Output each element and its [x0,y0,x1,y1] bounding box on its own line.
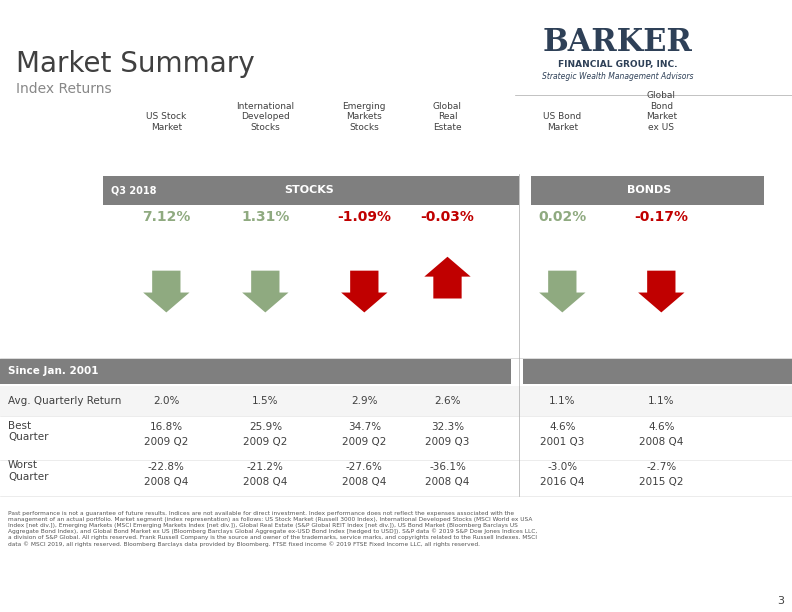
Text: 34.7%: 34.7% [348,422,381,432]
Text: -2.7%: -2.7% [646,462,676,472]
Text: 2.6%: 2.6% [434,396,461,406]
Text: 32.3%: 32.3% [431,422,464,432]
Text: Emerging
Markets
Stocks: Emerging Markets Stocks [343,102,386,132]
Text: -0.17%: -0.17% [634,211,688,224]
Text: US Stock
Market: US Stock Market [147,112,186,132]
Text: 25.9%: 25.9% [249,422,282,432]
Text: 2.9%: 2.9% [351,396,378,406]
Text: 2.0%: 2.0% [153,396,180,406]
Text: 2008 Q4: 2008 Q4 [639,437,683,447]
FancyBboxPatch shape [531,176,764,205]
Text: 4.6%: 4.6% [549,422,576,432]
Text: Best
Quarter: Best Quarter [8,420,48,442]
Text: Index Returns: Index Returns [16,82,112,95]
Text: 0.02%: 0.02% [539,211,586,224]
Text: Market Summary: Market Summary [16,50,254,78]
Text: Strategic Wealth Management Advisors: Strategic Wealth Management Advisors [542,72,694,81]
Text: 1.31%: 1.31% [241,211,290,224]
FancyBboxPatch shape [0,359,511,384]
Text: -27.6%: -27.6% [346,462,383,472]
Text: 2008 Q4: 2008 Q4 [144,477,188,487]
Text: BARKER: BARKER [543,28,693,58]
Polygon shape [143,271,189,313]
Text: -1.09%: -1.09% [337,211,391,224]
Polygon shape [425,257,470,299]
Text: 2009 Q2: 2009 Q2 [243,437,287,447]
Text: Avg. Quarterly Return: Avg. Quarterly Return [8,396,121,406]
Text: 2009 Q3: 2009 Q3 [425,437,470,447]
FancyBboxPatch shape [103,176,519,205]
Text: 2008 Q4: 2008 Q4 [243,477,287,487]
Text: US Bond
Market: US Bond Market [543,112,581,132]
Text: 2008 Q4: 2008 Q4 [342,477,386,487]
Text: 2009 Q2: 2009 Q2 [342,437,386,447]
Polygon shape [242,271,288,313]
Text: Worst
Quarter: Worst Quarter [8,460,48,482]
Text: -0.03%: -0.03% [421,211,474,224]
Text: 2009 Q2: 2009 Q2 [144,437,188,447]
Text: 1.5%: 1.5% [252,396,279,406]
FancyBboxPatch shape [523,359,792,384]
Text: -22.8%: -22.8% [148,462,185,472]
Text: Since Jan. 2001: Since Jan. 2001 [8,367,98,376]
Text: -3.0%: -3.0% [547,462,577,472]
Text: Global
Bond
Market
ex US: Global Bond Market ex US [645,91,677,132]
Text: 2016 Q4: 2016 Q4 [540,477,584,487]
Text: Q3 2018: Q3 2018 [111,185,156,195]
Text: 1.1%: 1.1% [549,396,576,406]
Polygon shape [638,271,684,313]
Text: 16.8%: 16.8% [150,422,183,432]
Text: FINANCIAL GROUP, INC.: FINANCIAL GROUP, INC. [558,60,677,69]
Text: -21.2%: -21.2% [247,462,284,472]
FancyBboxPatch shape [0,386,792,416]
Text: BONDS: BONDS [627,185,672,195]
Text: 2008 Q4: 2008 Q4 [425,477,470,487]
Polygon shape [341,271,387,313]
Text: 2001 Q3: 2001 Q3 [540,437,584,447]
Text: 1.1%: 1.1% [648,396,675,406]
Text: STOCKS: STOCKS [284,185,333,195]
Text: -36.1%: -36.1% [429,462,466,472]
Polygon shape [539,271,585,313]
FancyBboxPatch shape [0,428,792,459]
Text: Past performance is not a guarantee of future results. Indices are not available: Past performance is not a guarantee of f… [8,511,537,547]
Text: Global
Real
Estate: Global Real Estate [433,102,462,132]
Text: 4.6%: 4.6% [648,422,675,432]
Text: 2015 Q2: 2015 Q2 [639,477,683,487]
Text: International
Developed
Stocks: International Developed Stocks [236,102,295,132]
Text: 3: 3 [777,596,784,606]
Text: 7.12%: 7.12% [142,211,191,224]
